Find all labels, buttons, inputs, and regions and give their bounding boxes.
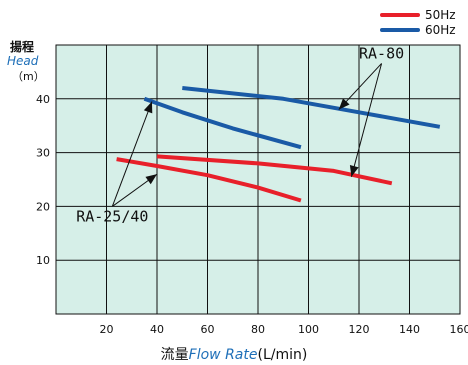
y-tick-label: 20 xyxy=(36,200,50,213)
curve-ra-25-40-60hz xyxy=(143,96,302,150)
legend-label-50hz: 50Hz xyxy=(425,7,456,22)
x-tick-label: 100 xyxy=(298,323,319,336)
legend-swatch-50hz xyxy=(380,12,420,17)
legend: 50Hz 60Hz xyxy=(380,7,456,37)
legend-label-60hz: 60Hz xyxy=(425,22,456,37)
y-tick-label: 10 xyxy=(36,254,50,267)
x-title-en: Flow Rate xyxy=(188,347,258,363)
legend-swatch-60hz xyxy=(380,27,420,32)
curve-ra-80-50hz xyxy=(156,154,393,186)
x-tick-label: 160 xyxy=(450,323,468,336)
legend-item-50hz: 50Hz xyxy=(380,7,456,22)
curve-ra-80-60hz xyxy=(182,86,441,129)
grid xyxy=(56,45,460,314)
annotation-label: RA-25/40 xyxy=(76,207,148,225)
legend-item-60hz: 60Hz xyxy=(380,22,456,37)
x-tick-label: 60 xyxy=(201,323,215,336)
annotation-label: RA-80 xyxy=(359,44,404,62)
x-title-unit: (L/min) xyxy=(257,347,308,363)
y-title-ja: 揚程 xyxy=(10,40,35,54)
curve-ra-25-40-50hz xyxy=(116,157,302,203)
arrow-line xyxy=(111,101,153,207)
curves xyxy=(116,86,441,203)
y-tick-label: 40 xyxy=(36,93,50,106)
x-title-ja: 流量 xyxy=(160,347,189,363)
x-tick-label: 140 xyxy=(399,323,420,336)
y-title-en: Head xyxy=(7,54,39,68)
x-tick-label: 40 xyxy=(150,323,164,336)
arrow-head xyxy=(145,174,157,185)
arrow-head xyxy=(143,101,153,114)
arrow-line xyxy=(350,63,383,177)
arrow-head xyxy=(349,165,359,177)
y-tick-label: 30 xyxy=(36,147,50,160)
x-title: 流量Flow Rate(L/min) xyxy=(0,344,468,364)
y-title-unit: （m） xyxy=(12,70,45,83)
arrow-head xyxy=(338,98,350,110)
x-tick-label: 20 xyxy=(100,323,114,336)
x-tick-label: 80 xyxy=(251,323,265,336)
ticks: 20 40 60 80 100 120 140 160 10 20 30 40 xyxy=(36,93,468,336)
x-tick-label: 120 xyxy=(349,323,370,336)
annotations: RA-25/40 RA-80 xyxy=(76,44,404,225)
